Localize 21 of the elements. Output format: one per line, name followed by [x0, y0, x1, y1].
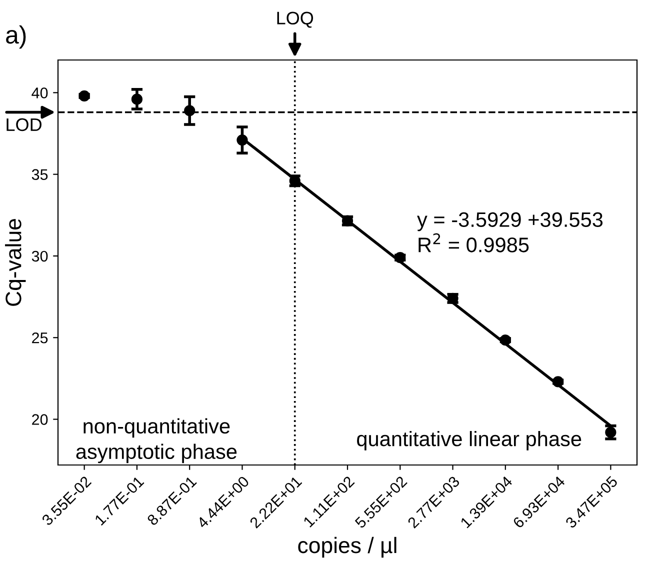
ref-line-label: LOD	[6, 118, 42, 132]
y-axis-title: Cq-value	[5, 219, 26, 306]
point	[552, 376, 564, 388]
annotation: non-quantitative asymptotic phase	[76, 418, 237, 464]
y-tick-label: 30	[32, 250, 48, 262]
annotation: y = -3.5929 +39.553 R$^{2}$ = 0.9985	[417, 212, 603, 252]
point	[131, 94, 143, 105]
x-axis-title: copies / µl	[298, 536, 396, 558]
point	[78, 90, 90, 102]
y-tick-label: 35	[32, 169, 48, 180]
point	[394, 252, 406, 264]
y-tick-label: 25	[32, 332, 48, 344]
ref-line-label: LOQ	[277, 12, 314, 28]
point	[236, 134, 248, 146]
point	[605, 426, 616, 438]
text: a)	[6, 25, 26, 49]
y-tick-label: 40	[32, 88, 48, 98]
annotation: quantitative linear phase	[357, 430, 582, 450]
point	[184, 105, 196, 116]
point	[500, 334, 511, 346]
y-tick-label: 20	[32, 414, 48, 425]
